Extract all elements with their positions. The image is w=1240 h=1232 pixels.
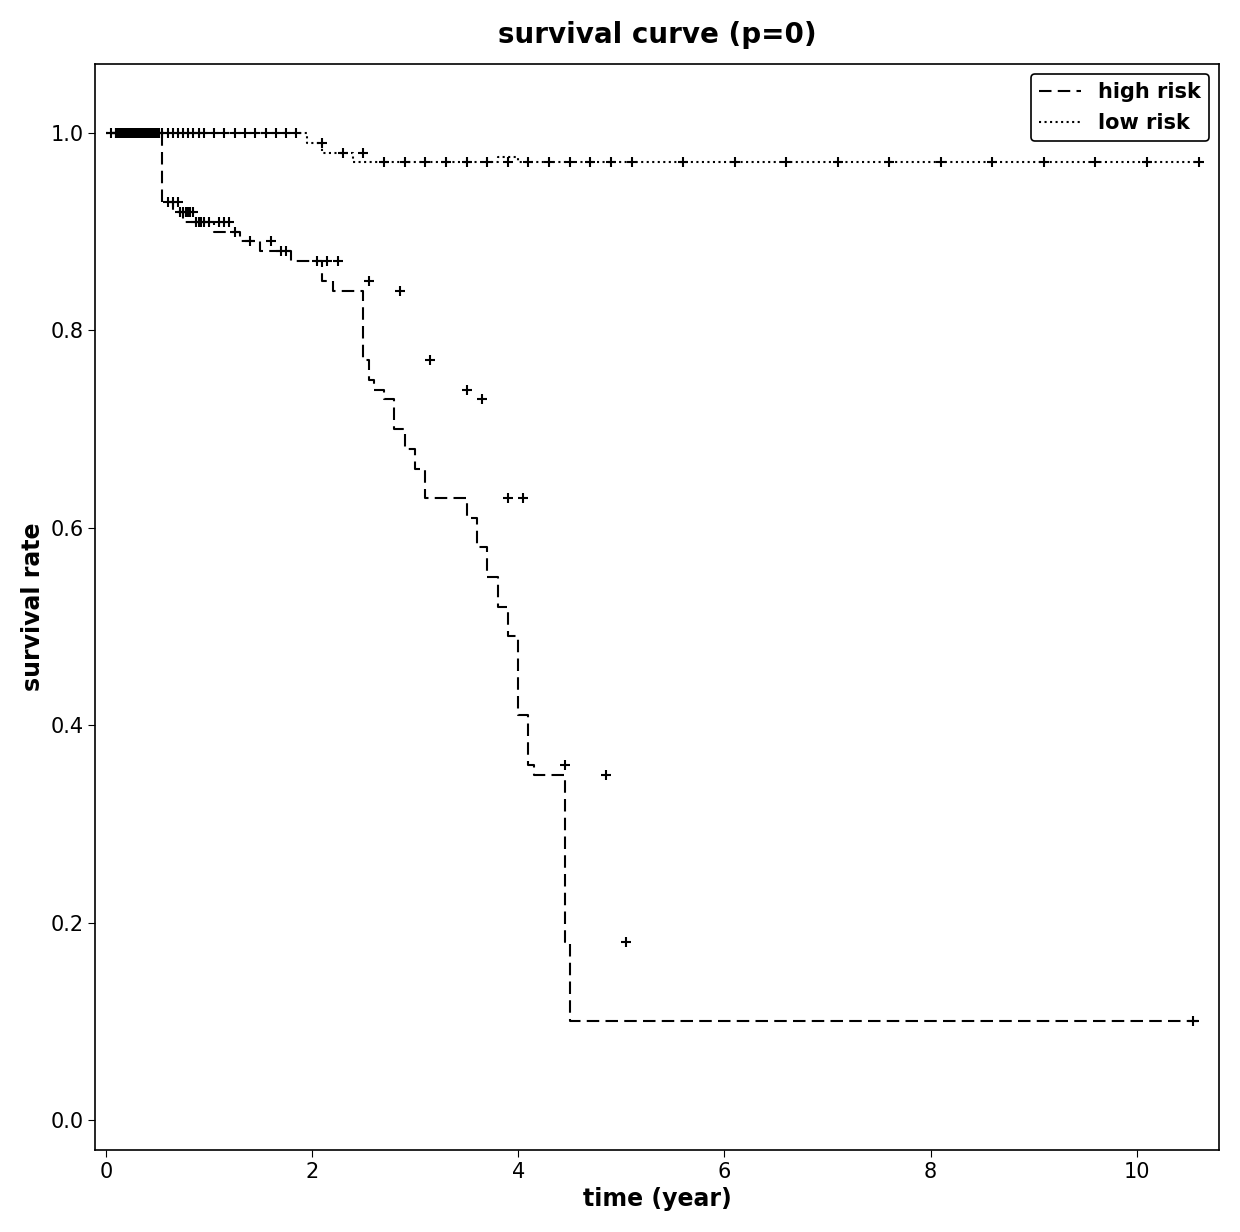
Legend: high risk, low risk: high risk, low risk <box>1030 74 1209 142</box>
Title: survival curve (p=0): survival curve (p=0) <box>498 21 817 49</box>
Y-axis label: survival rate: survival rate <box>21 522 45 691</box>
X-axis label: time (year): time (year) <box>583 1188 732 1211</box>
